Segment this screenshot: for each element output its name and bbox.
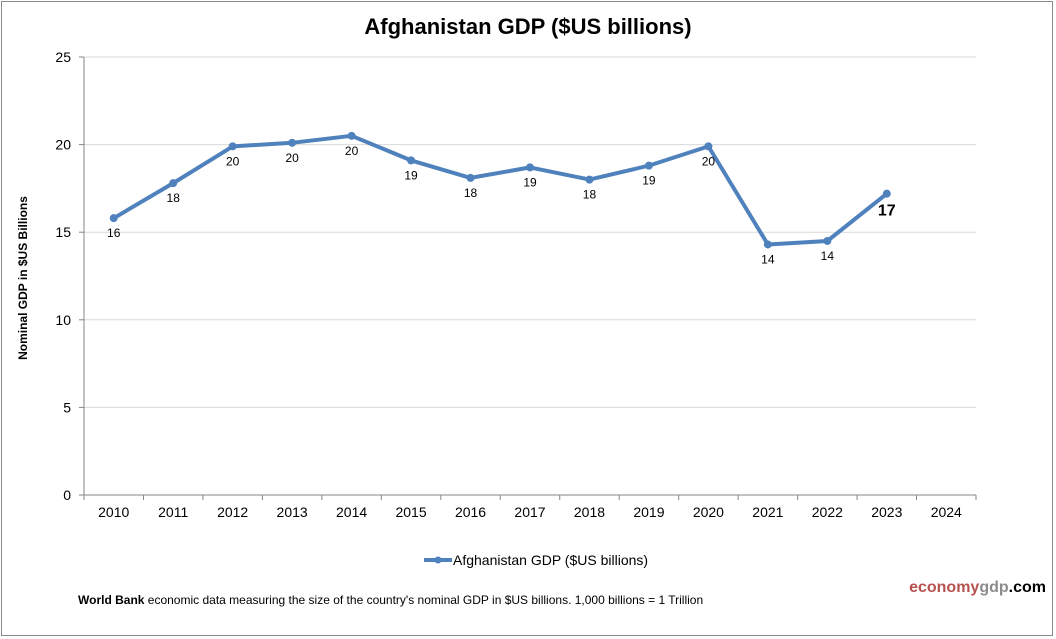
data-label: 19 [404,168,418,182]
footnote-source: World Bank [78,593,145,607]
legend-label: Afghanistan GDP ($US billions) [453,552,648,568]
data-label: 18 [167,191,181,205]
data-label: 20 [702,154,716,168]
x-tick-label: 2016 [455,504,486,520]
y-tick-label: 20 [55,137,71,153]
data-label: 19 [642,174,656,188]
data-point [823,236,832,245]
data-label: 14 [761,252,775,266]
data-label: 16 [107,226,121,240]
x-tick-label: 2019 [633,504,664,520]
x-tick-label: 2024 [931,504,962,520]
data-label: 18 [464,186,478,200]
chart-title: Afghanistan GDP ($US billions) [364,14,691,39]
data-label: 14 [821,249,835,263]
series-afghanistan-gdp [109,131,891,249]
axes [79,56,977,500]
x-tick-label: 2012 [217,504,248,520]
data-point [347,131,356,140]
y-tick-label: 25 [55,49,71,65]
y-tick-labels: 0 5 10 15 20 25 [55,49,71,503]
data-point [763,240,772,249]
y-tick-label: 5 [63,399,71,415]
y-tick-label: 10 [55,312,71,328]
x-tick-label: 2020 [693,504,724,520]
x-tick-labels: 2010 2011 2012 2013 2014 2015 2016 2017 2018 2019… [98,504,962,520]
data-point [169,179,178,188]
data-label: 17 [878,203,896,220]
data-point [407,156,416,165]
data-label: 20 [285,151,299,165]
x-tick-label: 2018 [574,504,605,520]
x-tick-label: 2017 [514,504,545,520]
x-tick-label: 2021 [752,504,783,520]
x-tick-label: 2022 [812,504,843,520]
x-tick-label: 2010 [98,504,129,520]
brand-part-economy: economy [909,579,980,596]
data-label: 18 [583,188,597,202]
y-tick-label: 15 [55,224,71,240]
data-point [585,175,594,184]
data-point [704,142,713,151]
x-tick-label: 2023 [871,504,902,520]
y-axis-label: Nominal GDP in $US Billions [16,196,30,360]
footnote: World Bank economic data measuring the s… [78,593,703,607]
data-label: 20 [226,154,240,168]
legend-point-marker [434,556,442,564]
data-label: 20 [345,144,359,158]
x-tick-label: 2014 [336,504,367,520]
series-line [111,133,889,247]
data-point [109,214,118,223]
x-tick-label: 2015 [395,504,426,520]
data-labels: 16 18 20 20 20 19 18 19 18 19 20 14 14 17 [107,144,896,267]
data-point [288,138,297,147]
footnote-text: economic data measuring the size of the … [144,593,704,607]
gridlines [84,56,976,408]
data-point [644,161,653,170]
x-tick-label: 2011 [158,504,188,520]
x-tick-label: 2013 [277,504,308,520]
data-label: 19 [523,175,537,189]
legend[interactable]: Afghanistan GDP ($US billions) [424,552,648,568]
y-tick-label: 0 [63,487,71,503]
data-point [466,173,475,182]
brand-part-com: .com [1008,579,1046,596]
data-point [526,163,534,172]
brand-logo: economygdp.com [909,579,1046,597]
brand-part-gdp: gdp [979,579,1009,596]
data-point [228,142,237,151]
data-point [882,189,891,198]
